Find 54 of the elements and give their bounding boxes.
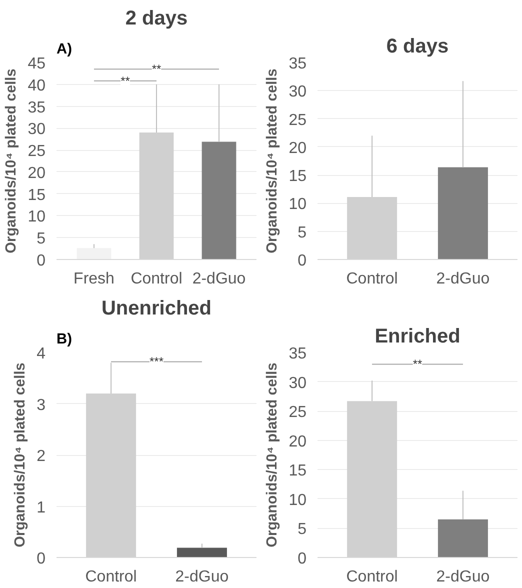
- y-tick-label: 20: [28, 164, 46, 182]
- x-tick-label: 2-dGuo: [436, 568, 490, 586]
- y-tick-label: 30: [28, 121, 46, 138]
- y-tick-label: 20: [288, 140, 307, 157]
- chart-title: Unenriched: [101, 298, 212, 320]
- x-tick-label: 2-dGuo: [175, 568, 229, 586]
- x-tick-label: 2-dGuo: [436, 270, 490, 288]
- y-tick-label: 35: [288, 346, 307, 362]
- y-tick-label: 25: [288, 404, 307, 422]
- y-tick-label: 30: [288, 374, 307, 392]
- x-tick-label: Control: [130, 270, 182, 288]
- x-tick-label: Control: [346, 270, 398, 288]
- y-tick-label: 10: [288, 492, 307, 509]
- annotation: **: [412, 357, 422, 372]
- y-tick-label: 25: [28, 143, 46, 160]
- y-tick-label: 30: [288, 84, 307, 101]
- y-tick-label: 45: [28, 56, 46, 72]
- y-tick-label: 5: [36, 230, 46, 248]
- y-tick-label: 35: [28, 99, 46, 116]
- x-tick-label: Fresh: [74, 270, 114, 288]
- y-tick-label: 2: [36, 448, 46, 465]
- y-tick-label: 15: [288, 168, 307, 186]
- y-tick-label: 40: [28, 77, 46, 94]
- annotation: **: [152, 62, 162, 76]
- annotation: **: [120, 74, 130, 88]
- y-tick-label: 0: [36, 252, 46, 270]
- y-tick-label: 5: [298, 521, 307, 538]
- x-tick-label: Control: [85, 568, 137, 586]
- y-tick-label: 10: [28, 208, 46, 226]
- text: A): [56, 42, 72, 58]
- y-axis-title: Organoids/10⁴ plated cells: [264, 362, 281, 548]
- annotation: ***: [149, 354, 164, 369]
- y-tick-label: 4: [36, 346, 46, 362]
- y-axis-title: Organoids/10⁴ plated cells: [4, 68, 20, 254]
- chart-title: Enriched: [374, 326, 460, 348]
- y-tick-label: 10: [288, 196, 307, 214]
- y-tick-label: 15: [28, 186, 46, 204]
- y-tick-label: 3: [36, 396, 46, 414]
- y-tick-label: 1: [36, 499, 46, 516]
- y-tick-label: 20: [288, 433, 307, 450]
- y-axis-title: Organoids/10⁴ plated cells: [264, 68, 281, 254]
- x-tick-label: 2-dGuo: [192, 270, 246, 288]
- y-tick-label: 25: [288, 112, 307, 129]
- y-tick-label: 5: [298, 224, 307, 242]
- x-tick-label: Control: [346, 568, 398, 586]
- y-axis-title: Organoids/10⁴ plated cells: [12, 362, 29, 548]
- y-tick-label: 0: [298, 550, 307, 568]
- text: B): [56, 332, 72, 348]
- y-tick-label: 15: [288, 462, 307, 480]
- chart-title: 6 days: [386, 36, 449, 58]
- y-tick-label: 0: [298, 252, 307, 270]
- y-tick-label: 0: [36, 550, 46, 568]
- chart-title: 2 days: [125, 8, 188, 30]
- y-tick-label: 35: [288, 56, 307, 72]
